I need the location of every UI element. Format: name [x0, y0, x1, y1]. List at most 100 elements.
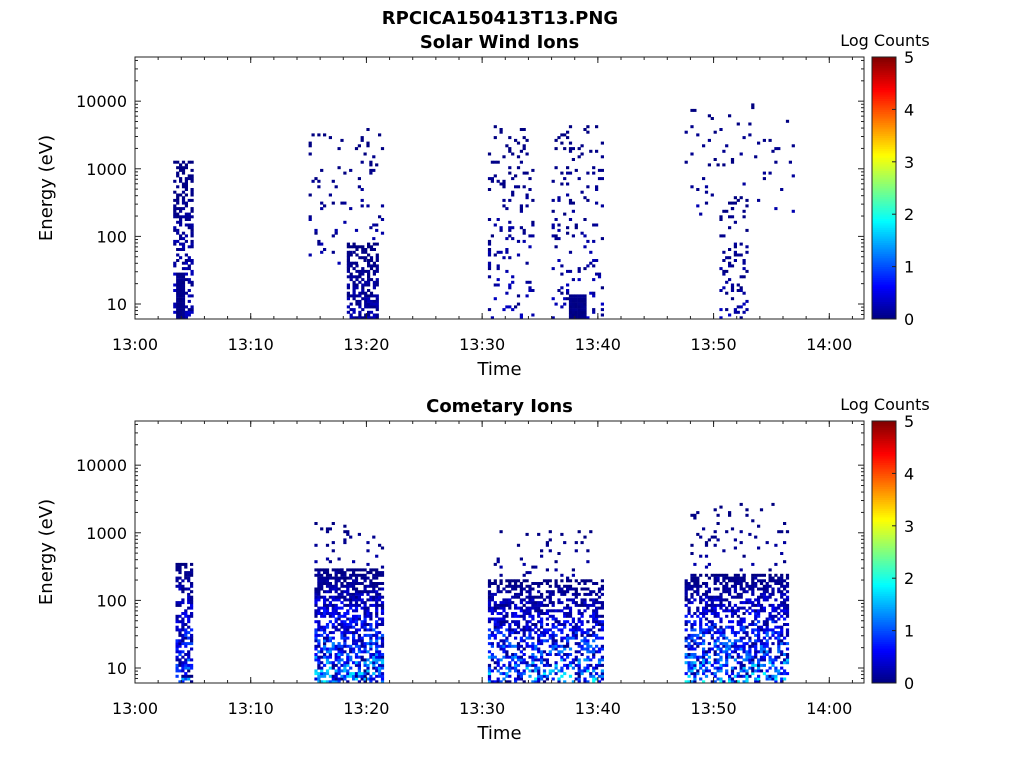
data-cell: [777, 606, 781, 610]
colorbar-segment: [872, 218, 896, 222]
data-cell: [190, 562, 194, 566]
data-cell: [354, 617, 359, 621]
data-cell: [516, 677, 521, 681]
data-cell: [560, 579, 564, 583]
data-cell: [320, 669, 324, 673]
data-cell: [363, 625, 367, 629]
data-cell: [380, 620, 385, 624]
colorbar-segment: [872, 124, 896, 128]
data-cell: [349, 658, 353, 662]
data-cell: [551, 234, 555, 238]
data-cell: [545, 623, 549, 626]
data-cell: [739, 502, 743, 506]
data-cell: [739, 655, 743, 659]
data-cell: [184, 653, 188, 656]
data-cell: [176, 207, 180, 211]
data-cell: [545, 653, 549, 656]
data-cell: [577, 625, 581, 629]
data-cell: [592, 669, 596, 673]
data-cell: [592, 653, 596, 656]
data-cell: [557, 601, 561, 605]
data-cell: [331, 541, 335, 545]
data-cell: [537, 639, 541, 643]
data-cell: [487, 582, 492, 585]
data-cell: [771, 609, 775, 613]
data-cell: [181, 245, 186, 249]
data-cell: [583, 587, 587, 591]
data-cell: [693, 628, 697, 632]
data-cell: [375, 601, 379, 605]
data-cell: [783, 623, 787, 626]
data-cell: [768, 573, 772, 577]
data-cell: [346, 587, 350, 591]
data-cell: [323, 595, 327, 599]
data-cell: [600, 674, 604, 678]
data-cell: [762, 631, 766, 635]
data-cell: [337, 644, 341, 648]
data-cell: [378, 672, 382, 676]
data-cell: [367, 302, 371, 306]
data-cell: [378, 663, 382, 667]
data-cell: [719, 598, 723, 602]
data-cell: [742, 267, 746, 271]
data-cell: [181, 286, 186, 290]
data-cell: [531, 606, 535, 610]
data-cell: [320, 242, 324, 246]
data-cell: [314, 568, 318, 572]
data-cell: [684, 584, 688, 588]
data-cell: [571, 568, 575, 572]
colorbar-segment: [872, 556, 896, 559]
data-cell: [363, 601, 367, 605]
data-cell: [375, 658, 379, 662]
data-cell: [328, 560, 332, 564]
data-cell: [725, 653, 729, 656]
data-cell: [785, 623, 790, 626]
data-cell: [175, 628, 179, 632]
colorbar-segment: [872, 558, 896, 562]
data-cell: [702, 144, 706, 148]
data-cell: [369, 653, 373, 656]
data-cell: [716, 603, 720, 607]
data-cell: [557, 628, 561, 632]
data-cell: [733, 587, 737, 591]
colorbar-segment: [872, 168, 896, 171]
data-cell: [719, 128, 723, 131]
data-cell: [574, 677, 578, 681]
data-cell: [557, 237, 561, 241]
data-cell: [187, 653, 191, 656]
data-cell: [493, 623, 497, 626]
data-cell: [780, 672, 784, 676]
data-cell: [568, 294, 573, 298]
data-cell: [516, 606, 521, 610]
data-cell: [181, 305, 186, 309]
data-cell: [754, 155, 758, 159]
data-cell: [352, 571, 356, 575]
data-cell: [730, 680, 735, 684]
data-cell: [496, 584, 500, 588]
data-cell: [571, 666, 575, 670]
data-cell: [733, 631, 737, 635]
data-cell: [514, 614, 518, 618]
data-cell: [768, 677, 772, 681]
data-cell: [557, 609, 561, 613]
data-cell: [320, 250, 324, 254]
data-cell: [783, 677, 787, 681]
data-cell: [771, 620, 775, 624]
data-cell: [707, 587, 711, 591]
data-cell: [349, 606, 353, 610]
data-cell: [528, 674, 532, 678]
data-cell: [757, 661, 761, 665]
data-cell: [357, 573, 361, 577]
data-cell: [600, 677, 604, 681]
data-cell: [690, 669, 694, 673]
data-cell: [349, 253, 353, 257]
data-cell: [716, 579, 720, 583]
data-cell: [592, 677, 596, 681]
data-cell: [487, 677, 492, 681]
x-tick-label: 13:10: [228, 699, 274, 718]
data-cell: [704, 565, 709, 569]
data-cell: [563, 612, 567, 615]
data-cell: [519, 592, 523, 596]
data-cell: [574, 658, 578, 662]
data-cell: [600, 286, 604, 290]
